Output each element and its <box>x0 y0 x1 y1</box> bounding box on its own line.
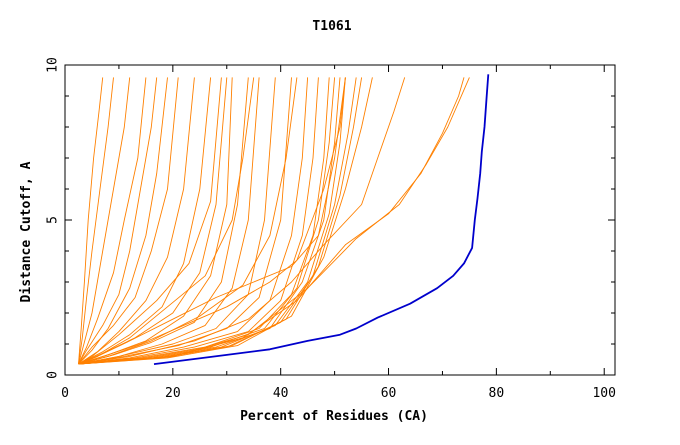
x-tick-label: 60 <box>381 386 397 401</box>
x-tick-label: 20 <box>165 386 181 401</box>
series-line <box>78 77 309 365</box>
series-line <box>78 77 406 365</box>
series-line <box>78 77 363 365</box>
x-axis-label: Percent of Residues (CA) <box>240 409 428 424</box>
series-line <box>78 77 319 365</box>
series-line <box>78 77 212 365</box>
series-line <box>78 77 104 365</box>
series-line <box>78 77 346 365</box>
series-line <box>78 77 298 365</box>
series-line <box>78 77 373 365</box>
x-tick-label: 0 <box>61 386 69 401</box>
x-axis-ticks: 0 20 40 60 80 100 <box>61 65 616 401</box>
y-axis-label: Distance Cutoff, A <box>19 161 34 302</box>
series-line <box>78 77 357 365</box>
y-tick-label: 5 <box>46 216 61 224</box>
highlight-series-line <box>153 74 490 365</box>
series-line <box>78 77 330 365</box>
series-line <box>78 77 228 365</box>
series-line <box>78 77 114 365</box>
x-tick-label: 100 <box>592 386 615 401</box>
series-line <box>78 77 465 365</box>
series-line <box>78 77 158 365</box>
chart-title: T1061 <box>312 19 351 34</box>
series-line <box>78 77 470 365</box>
y-tick-label: 10 <box>46 57 61 73</box>
series-line <box>78 77 131 365</box>
y-tick-label: 0 <box>46 371 61 379</box>
series-line <box>78 77 336 365</box>
series-line <box>78 77 341 365</box>
series-line <box>78 77 233 365</box>
plot-frame <box>64 64 616 376</box>
x-tick-label: 80 <box>489 386 505 401</box>
series-line <box>78 77 255 365</box>
series-line <box>78 77 276 365</box>
y-axis-ticks: 0 5 10 <box>46 57 615 379</box>
series-line <box>78 77 168 365</box>
series-line <box>78 77 292 365</box>
series-line <box>78 77 179 365</box>
series-line <box>78 77 222 365</box>
series-layer <box>78 74 490 365</box>
series-line <box>78 77 346 365</box>
x-tick-label: 40 <box>273 386 289 401</box>
series-line <box>78 77 147 365</box>
